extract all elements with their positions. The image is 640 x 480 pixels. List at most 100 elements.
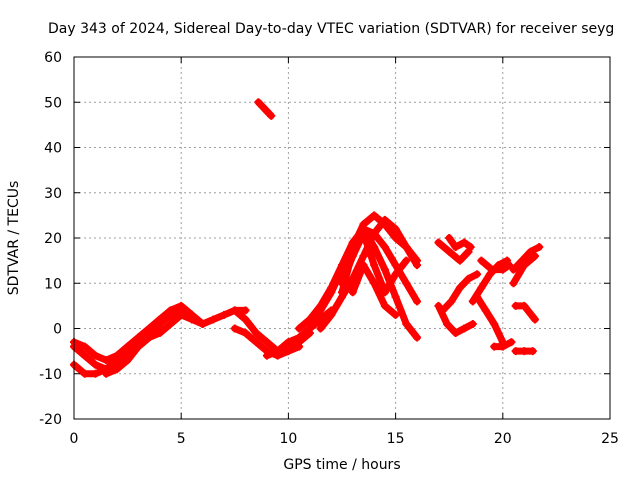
data-point-marker bbox=[473, 292, 482, 301]
data-point-marker bbox=[327, 310, 336, 319]
x-tick-label: 0 bbox=[70, 431, 79, 447]
data-point-marker bbox=[252, 338, 261, 347]
data-point-marker bbox=[305, 319, 314, 328]
data-point-marker bbox=[316, 315, 325, 324]
data-point-marker bbox=[80, 342, 89, 351]
data-point-marker bbox=[370, 211, 379, 220]
data-point-marker bbox=[434, 301, 443, 310]
data-point-marker bbox=[241, 329, 250, 338]
series-track-8 bbox=[254, 98, 276, 120]
data-point-marker bbox=[177, 310, 186, 319]
data-point-marker bbox=[80, 351, 89, 360]
data-point-marker bbox=[460, 324, 469, 333]
data-point-marker bbox=[413, 261, 422, 270]
data-point-marker bbox=[338, 279, 346, 288]
data-point-marker bbox=[262, 351, 271, 360]
series-track-4 bbox=[102, 310, 186, 378]
data-point-marker bbox=[466, 243, 475, 252]
x-axis-label: GPS time / hours bbox=[283, 457, 400, 473]
data-point-marker bbox=[327, 288, 336, 297]
data-point-marker bbox=[455, 283, 464, 292]
data-point-marker bbox=[455, 256, 464, 265]
data-point-marker bbox=[445, 234, 454, 242]
data-point-marker bbox=[498, 342, 507, 351]
data-point-marker bbox=[145, 333, 154, 342]
data-points bbox=[70, 98, 544, 378]
data-point-marker bbox=[209, 315, 218, 324]
y-tick-label: 40 bbox=[44, 141, 62, 157]
series-track bbox=[473, 293, 507, 346]
series-track bbox=[510, 243, 543, 274]
grid-lines bbox=[74, 57, 610, 419]
data-point-marker bbox=[134, 333, 143, 342]
data-point-marker bbox=[464, 274, 473, 283]
data-point-marker bbox=[391, 270, 400, 279]
data-point-marker bbox=[187, 315, 196, 324]
data-point-marker bbox=[348, 288, 357, 297]
series-track-26 bbox=[511, 301, 539, 324]
x-tick-label: 25 bbox=[601, 431, 619, 447]
data-point-marker bbox=[530, 252, 539, 261]
series-track-17 bbox=[438, 270, 482, 315]
x-tick-labels: 0 5 10 15 20 25 bbox=[70, 431, 619, 447]
data-point-marker bbox=[511, 301, 520, 310]
data-point-marker bbox=[123, 342, 132, 351]
series-track-13 bbox=[338, 229, 411, 297]
data-point-marker bbox=[451, 329, 460, 338]
data-point-marker bbox=[230, 324, 239, 333]
data-point-marker bbox=[252, 329, 261, 338]
series-track bbox=[434, 239, 472, 265]
data-point-marker bbox=[338, 288, 346, 297]
data-point-marker bbox=[391, 292, 400, 301]
x-tick-label: 15 bbox=[387, 431, 405, 447]
data-point-marker bbox=[267, 111, 276, 120]
data-point-marker bbox=[507, 338, 516, 347]
series-track-22 bbox=[490, 338, 516, 351]
data-point-marker bbox=[273, 347, 282, 356]
data-point-marker bbox=[402, 279, 411, 288]
data-point-marker bbox=[102, 369, 111, 378]
data-point-marker bbox=[316, 324, 325, 333]
data-point-marker bbox=[490, 342, 499, 351]
data-point-marker bbox=[447, 297, 456, 306]
y-tick-label: 10 bbox=[44, 276, 62, 292]
chart-title: Day 343 of 2024, Sidereal Day-to-day VTE… bbox=[48, 21, 614, 37]
data-point-marker bbox=[220, 310, 229, 319]
data-point-marker bbox=[520, 347, 529, 356]
series-track bbox=[254, 98, 275, 120]
data-point-marker bbox=[295, 324, 304, 333]
series-track-25 bbox=[509, 252, 539, 288]
series-track bbox=[102, 311, 185, 378]
data-point-marker bbox=[451, 243, 460, 252]
data-point-marker bbox=[241, 306, 250, 315]
data-point-marker bbox=[445, 247, 454, 256]
data-point-marker bbox=[91, 369, 100, 378]
data-point-marker bbox=[434, 238, 443, 247]
data-point-marker bbox=[262, 338, 271, 347]
data-point-marker bbox=[316, 306, 325, 315]
data-point-marker bbox=[402, 243, 411, 252]
data-point-marker bbox=[490, 319, 499, 328]
data-point-marker bbox=[438, 306, 447, 315]
series-track-3 bbox=[70, 310, 196, 365]
series-track-14 bbox=[348, 261, 400, 319]
data-point-marker bbox=[380, 215, 389, 224]
data-point-marker bbox=[295, 333, 304, 342]
data-point-marker bbox=[505, 261, 514, 270]
data-point-marker bbox=[91, 360, 100, 369]
data-point-marker bbox=[468, 319, 477, 328]
data-point-marker bbox=[535, 243, 544, 252]
y-tick-labels: -20 -10 0 10 20 30 40 50 60 bbox=[39, 50, 62, 428]
x-tick-label: 20 bbox=[494, 431, 512, 447]
data-point-marker bbox=[91, 351, 100, 360]
y-tick-label: -10 bbox=[39, 367, 62, 383]
data-point-marker bbox=[402, 319, 411, 328]
data-point-marker bbox=[511, 347, 520, 356]
data-point-marker bbox=[488, 265, 497, 274]
data-point-marker bbox=[413, 297, 422, 306]
series-track bbox=[445, 234, 475, 251]
data-point-marker bbox=[370, 261, 379, 270]
data-point-marker bbox=[359, 261, 368, 270]
data-point-marker bbox=[359, 252, 368, 261]
data-point-marker bbox=[284, 338, 293, 347]
